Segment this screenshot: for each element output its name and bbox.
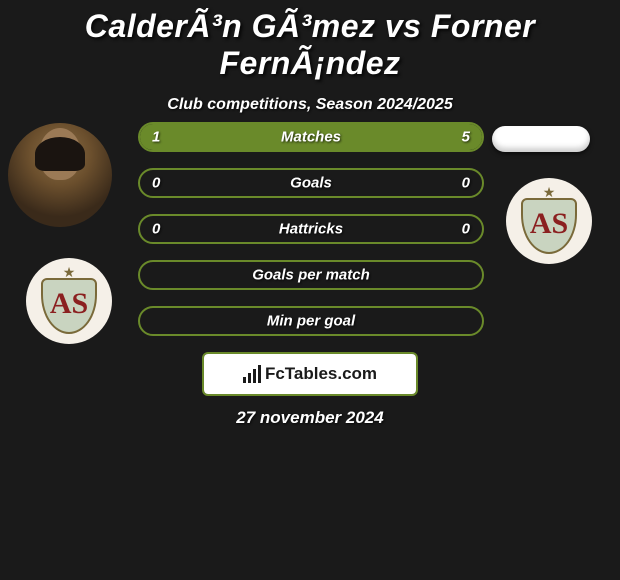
player-left-avatar: [8, 123, 112, 227]
stat-row: Goals per match: [138, 260, 484, 290]
stat-label: Hattricks: [140, 221, 482, 238]
player-right-avatar: [492, 126, 590, 152]
page-title: CalderÃ³n GÃ³mez vs Forner FernÃ¡ndez: [0, 8, 620, 82]
stat-value-left: 0: [152, 175, 160, 192]
bars-icon: [243, 365, 261, 383]
source-logo[interactable]: FcTables.com: [202, 352, 418, 396]
stat-label: Min per goal: [140, 313, 482, 330]
stat-value-right: 5: [462, 129, 470, 146]
club-right-badge: ★ AS: [506, 178, 592, 264]
stats-area: 15Matches00Goals00HattricksGoals per mat…: [138, 122, 484, 352]
club-monogram: AS: [50, 287, 88, 321]
club-left-badge: ★ AS: [26, 258, 112, 344]
date: 27 november 2024: [0, 408, 620, 428]
stat-value-right: 0: [462, 221, 470, 238]
stat-label: Goals: [140, 175, 482, 192]
subtitle: Club competitions, Season 2024/2025: [0, 96, 620, 114]
stat-row: 0 0Hattricks: [138, 214, 484, 244]
stat-label: Goals per match: [140, 267, 482, 284]
stat-row: 15Matches: [138, 122, 484, 152]
source-logo-text: FcTables.com: [265, 364, 377, 384]
stat-value-left: 0: [152, 221, 160, 238]
stat-row: 0 0Goals: [138, 168, 484, 198]
stat-fill-left: [140, 124, 198, 150]
stat-value-left: 1: [152, 129, 160, 146]
stat-fill-right: [198, 124, 482, 150]
stat-value-right: 0: [462, 175, 470, 192]
club-monogram: AS: [530, 207, 568, 241]
stat-row: Min per goal: [138, 306, 484, 336]
